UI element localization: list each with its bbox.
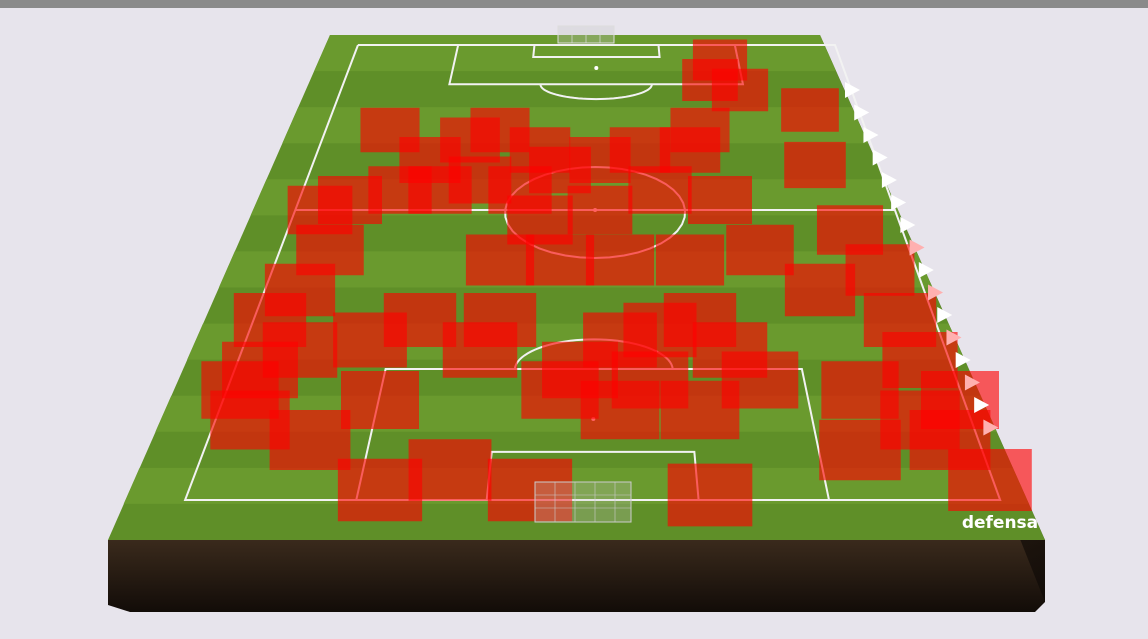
arrow — [918, 262, 934, 278]
heat-patch — [525, 234, 595, 286]
heat-patch — [688, 176, 752, 224]
top-bar — [0, 0, 1148, 8]
heat-patch — [692, 39, 748, 81]
heatmap — [201, 39, 1032, 527]
heat-patch — [585, 234, 655, 286]
goal-box — [532, 44, 661, 59]
arrow — [937, 307, 953, 323]
arrow — [863, 127, 879, 143]
heat-patch — [269, 410, 351, 470]
base-front — [108, 540, 1045, 612]
heat-patch — [721, 351, 799, 409]
heat-patch — [201, 361, 279, 419]
heat-patch — [784, 263, 856, 317]
arrow — [974, 397, 990, 413]
heat-patch — [442, 322, 518, 378]
heat-patch — [845, 244, 915, 296]
arrow — [891, 194, 907, 211]
heat-patch — [655, 234, 725, 286]
arrow — [964, 374, 980, 391]
heat-patch — [333, 312, 407, 368]
heat-patch — [567, 185, 633, 235]
arrow — [909, 239, 925, 256]
heat-patch — [408, 439, 492, 501]
heat-patch — [880, 390, 960, 450]
arrow — [845, 82, 860, 98]
heat-patch — [337, 458, 423, 522]
heat-patch — [487, 458, 573, 522]
heat-patch — [521, 361, 599, 419]
heat-patch — [670, 107, 730, 153]
bottom-goal — [534, 481, 632, 523]
arrow — [872, 149, 888, 166]
top-goal — [557, 25, 615, 44]
arrow — [983, 419, 999, 436]
view-label: defensa — [962, 513, 1038, 533]
penalty-arc — [539, 84, 653, 101]
heat-patch — [628, 166, 692, 214]
heat-patch — [781, 88, 839, 132]
arrow — [946, 329, 962, 346]
heat-patch — [784, 141, 846, 189]
heat-patch — [726, 224, 794, 276]
arrow — [854, 104, 870, 121]
direction-arrows — [845, 82, 999, 436]
arrow — [900, 217, 916, 233]
heat-patch — [465, 234, 535, 286]
arrow — [928, 284, 944, 301]
spot — [594, 66, 599, 70]
heat-patch — [667, 463, 753, 527]
heat-patch — [948, 449, 1032, 511]
arrow — [881, 172, 897, 188]
arrow — [955, 352, 971, 368]
heat-patch — [341, 371, 419, 429]
